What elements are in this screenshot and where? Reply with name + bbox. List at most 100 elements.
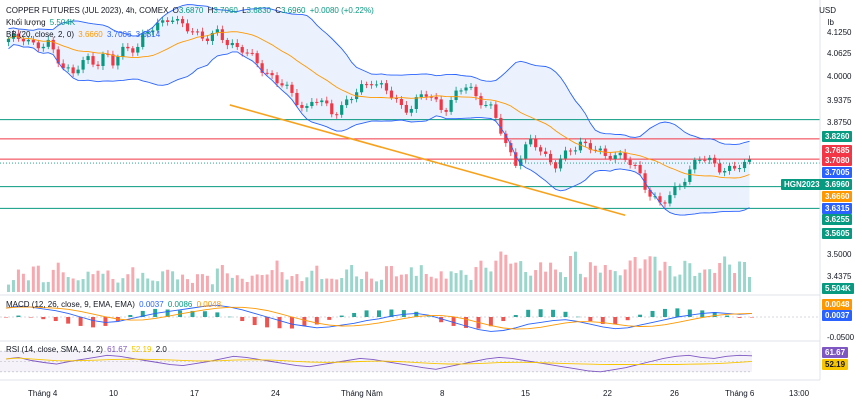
volume-bar [111,278,115,292]
candle-body [245,52,249,54]
price-tick: 4.0000 [827,72,852,81]
candle-body [96,64,100,66]
volume-bars [6,251,752,292]
ohlc-close: C3.6960 [275,6,306,15]
change-value: +0.0080 (+0.22%) [309,6,374,15]
candle-body [384,83,389,91]
volume-bar [678,274,682,292]
volume-bar [394,276,398,292]
trend-line[interactable] [229,104,626,216]
candle-body [51,39,55,50]
volume-bar [509,263,513,292]
macd-histogram-bar [4,317,8,318]
bb-legend[interactable]: BB (20, close, 2, 0) 3.6660 3.7006 3.631… [6,30,160,39]
volume-bar [484,267,488,292]
candle-body [509,143,513,153]
macd-label: MACD (12, 26, close, 9, EMA, EMA) [6,300,135,309]
rsi-legend[interactable]: RSI (14, close, SMA, 14, 2) 61.67 52.19 … [6,345,167,354]
volume-bar [718,263,722,292]
candle-body [558,158,563,169]
candle-body [613,155,617,159]
volume-bar [270,270,274,292]
volume-bar [564,277,567,292]
volume-bar [399,274,403,292]
macd-legend[interactable]: MACD (12, 26, close, 9, EMA, EMA) 0.0037… [6,300,221,309]
level-tag-3826[interactable]: 3.8260 [822,131,853,142]
volume-bar [439,271,443,292]
candle-body [703,159,707,161]
volume-bar [260,275,264,292]
time-tick: 13:00 [789,389,810,398]
volume-bar [454,273,458,292]
candle-body [439,99,443,110]
candle-body [633,164,637,166]
candle-body [434,96,438,100]
volume-bar [494,260,498,292]
candle-body [464,87,468,91]
volume-bar [146,278,150,292]
volume-bar [220,265,224,292]
candle-body [146,31,150,34]
volume-value: 5.504K [49,18,76,27]
level-tag-37685[interactable]: 3.7685 [822,145,853,156]
candle-body [300,105,304,108]
macd-histogram-bar [575,316,580,318]
macd-histogram-bar [426,316,431,317]
candle-body [718,163,722,173]
volume-bar [598,272,602,292]
candle-body [340,105,344,115]
time-tick: Tháng 6 [725,389,755,398]
volume-legend[interactable]: Khối lượng 5.504K [6,18,75,27]
macd-histogram-bar [464,317,469,328]
volume-bar [21,273,25,292]
volume-bar [240,278,244,292]
volume-bar [186,279,190,292]
volume-bar [355,276,359,292]
horizontal-levels[interactable] [0,119,820,209]
level-tag-3708[interactable]: 3.7080 [822,155,853,166]
volume-bar [235,275,239,292]
candle-body [200,31,205,39]
volume-bar [539,262,543,292]
candle-body [728,165,732,171]
candle-body [116,56,120,66]
volume-bar [161,271,165,292]
volume-bar [205,275,209,292]
volume-bar [638,268,642,292]
symbol-legend[interactable]: COPPER FUTURES (JUL 2023), 4h, COMEX O3.… [6,6,374,15]
macd-histogram-bar [488,317,493,327]
volume-bar [668,265,672,292]
volume-bar [544,271,548,292]
level-tag-35605[interactable]: 3.5605 [822,228,853,239]
macd-histogram-bar [165,309,170,317]
candle-body [175,19,180,21]
ohlc-low: L3.6830 [242,6,271,15]
candle-body [66,67,70,69]
candle-body [151,30,155,32]
candle-body [220,29,224,40]
candle-body [235,42,239,48]
volume-bar [519,261,523,292]
macd-histogram-bar [501,317,506,322]
candle-body [205,38,210,42]
volume-bar [628,260,632,292]
ohlc-open: O3.6870 [172,6,204,15]
macd-histogram-bar [53,317,58,322]
macd-histogram-bar [625,317,630,321]
bb-upper-tag: 3.7005 [822,167,853,178]
candle-body [350,99,354,101]
candle-body [106,53,110,55]
volume-bar [215,268,219,292]
candle-body [131,48,135,53]
volume-bar [91,274,95,292]
level-tag-36255[interactable]: 3.6255 [822,214,853,225]
candle-body [364,84,369,86]
candle-body [479,96,483,106]
volume-bar [131,267,135,292]
macd-histogram-bar [401,310,406,317]
macd-histogram-bar [128,314,133,317]
candle-body [394,97,399,99]
candle-body [548,153,553,163]
candle-body [180,19,185,24]
